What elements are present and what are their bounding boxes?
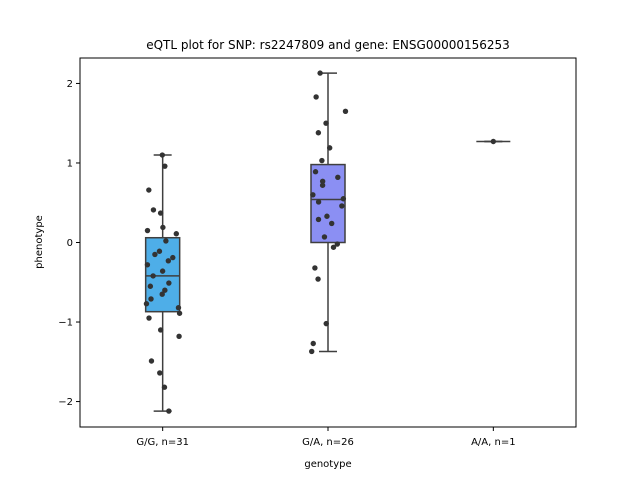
data-point (312, 169, 319, 175)
data-point (146, 187, 152, 193)
data-point (170, 254, 176, 261)
data-point (321, 234, 328, 240)
data-point (340, 196, 347, 202)
data-point (157, 370, 163, 376)
data-point (324, 213, 330, 219)
data-point (146, 315, 152, 321)
data-point (342, 108, 349, 114)
x-axis: G/G, n=31 G/A, n=26 A/A, n=1 (136, 427, 516, 448)
data-point (319, 182, 326, 188)
data-point (163, 238, 169, 244)
data-point (334, 241, 341, 247)
data-point (144, 227, 151, 234)
y-tick-label: 2 (67, 79, 73, 90)
box-group (310, 72, 346, 353)
x-tick-label: G/A, n=26 (302, 437, 354, 448)
data-point (166, 280, 172, 286)
data-point (339, 203, 345, 209)
data-point (162, 287, 168, 293)
data-point (156, 248, 163, 254)
data-point (161, 384, 168, 390)
chart-title: eQTL plot for SNP: rs2247809 and gene: E… (146, 38, 510, 52)
data-point (165, 258, 172, 264)
y-tick-label: 1 (67, 158, 73, 169)
data-point (166, 408, 172, 414)
y-tick-label: 0 (67, 238, 73, 249)
y-tick-label: −1 (58, 318, 73, 329)
data-point (176, 310, 183, 316)
data-point (317, 70, 323, 76)
data-point (309, 348, 315, 355)
data-point (319, 178, 326, 184)
data-point (157, 210, 164, 216)
data-point (310, 192, 316, 198)
data-point (148, 358, 155, 364)
data-point (144, 262, 151, 268)
data-point (310, 340, 316, 347)
y-axis: −2 −1 0 1 2 (58, 79, 80, 408)
data-point (323, 120, 329, 126)
data-point (490, 138, 497, 145)
data-point (162, 163, 168, 169)
data-point (175, 305, 182, 311)
x-axis-title: genotype (304, 459, 351, 470)
data-point (157, 327, 164, 333)
x-tick-label: G/G, n=31 (136, 437, 189, 448)
data-point (335, 174, 341, 180)
data-point (148, 296, 154, 302)
data-point (160, 224, 166, 231)
data-point (313, 94, 319, 100)
data-point (159, 291, 165, 297)
data-point (326, 145, 333, 151)
data-point (329, 220, 335, 227)
plot-area (143, 70, 511, 414)
data-point (150, 207, 157, 213)
data-point (315, 199, 322, 205)
data-point (319, 157, 325, 164)
box-group (144, 154, 181, 412)
data-point (315, 216, 322, 223)
y-tick-label: −2 (58, 397, 73, 408)
data-point (173, 231, 180, 237)
data-point (147, 283, 154, 289)
data-point (150, 273, 156, 279)
data-point (330, 244, 337, 250)
data-point (312, 265, 318, 271)
data-point (176, 333, 182, 340)
data-point (143, 301, 150, 307)
y-axis-title: phenotype (34, 215, 45, 269)
data-point (315, 130, 322, 136)
data-point (315, 276, 321, 282)
data-point (159, 268, 166, 274)
x-tick-label: A/A, n=1 (471, 437, 516, 448)
data-point (323, 320, 329, 327)
data-point (152, 251, 158, 258)
data-point (159, 152, 166, 158)
